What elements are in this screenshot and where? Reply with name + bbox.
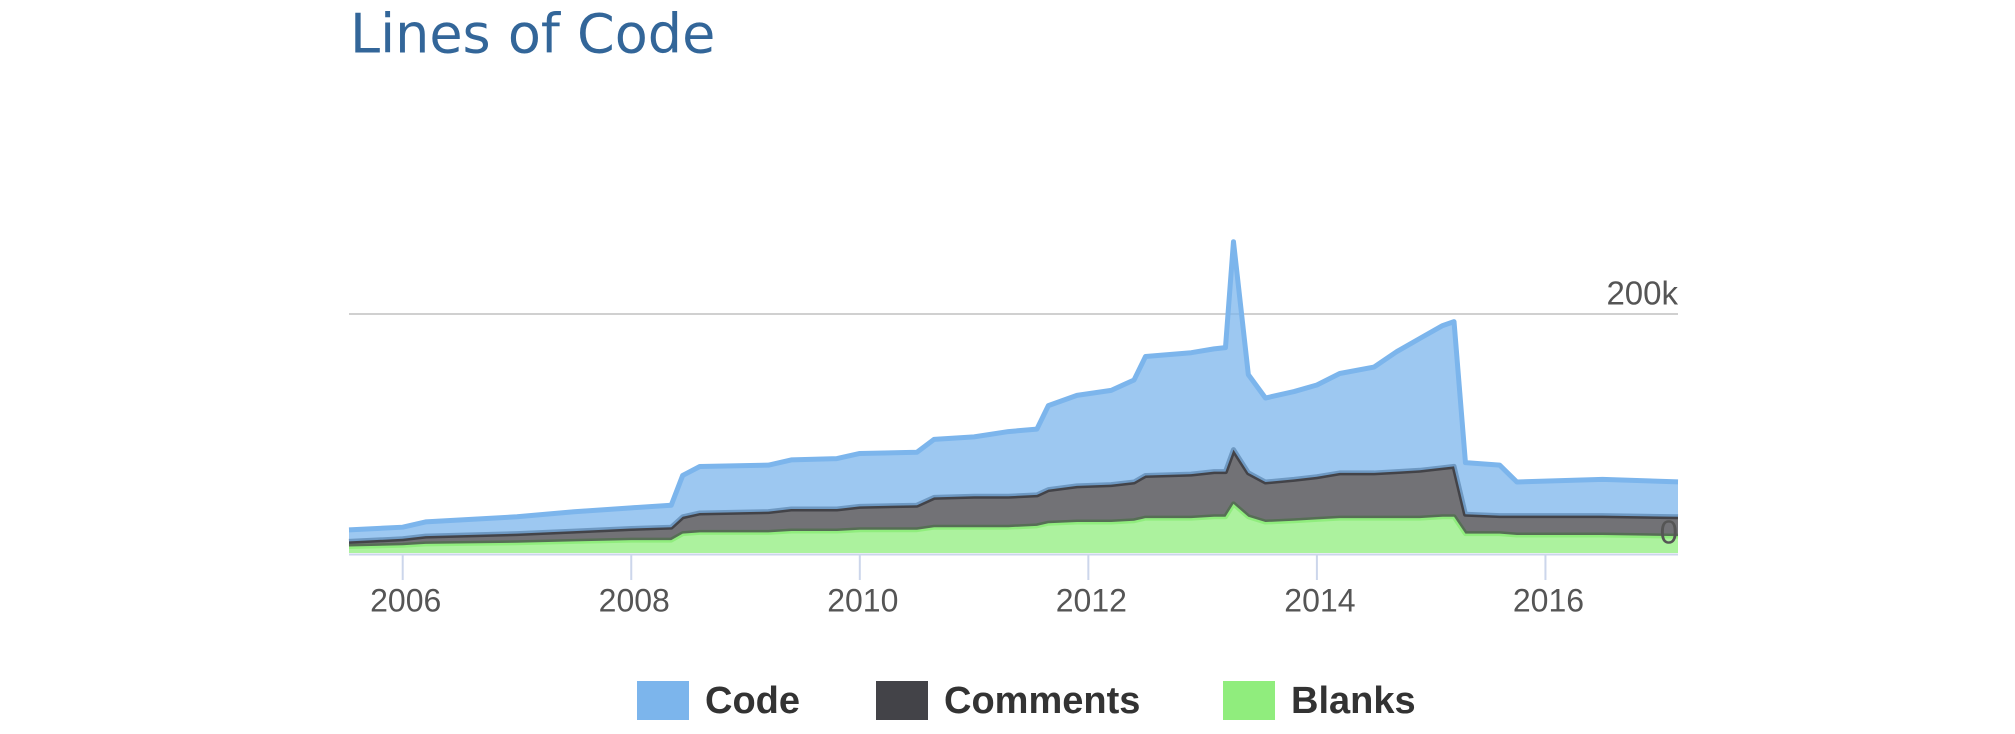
- x-tick-label: 2012: [1056, 582, 1127, 618]
- area-line: [348, 239, 1679, 533]
- legend-label: Blanks: [1291, 680, 1416, 722]
- x-tick-label: 2010: [827, 582, 898, 618]
- x-tick-label: 2016: [1513, 582, 1584, 618]
- legend-label: Code: [705, 680, 800, 722]
- legend-swatch: [637, 681, 689, 720]
- y-tick-label: 200k: [1606, 275, 1678, 312]
- area-fill: [349, 241, 1678, 542]
- legend-swatch: [876, 681, 928, 720]
- x-tick-label: 2014: [1284, 582, 1355, 618]
- x-tick-label: 2006: [370, 582, 441, 618]
- x-tick-label: 2008: [599, 582, 670, 618]
- legend-label: Comments: [944, 680, 1140, 722]
- y-tick-label: 0: [1660, 514, 1678, 551]
- chart-title: Lines of Code: [350, 3, 715, 66]
- legend-swatch: [1223, 681, 1275, 720]
